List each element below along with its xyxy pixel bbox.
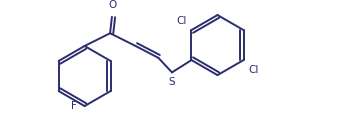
Text: Cl: Cl bbox=[248, 65, 258, 75]
Text: Cl: Cl bbox=[177, 15, 187, 25]
Text: O: O bbox=[109, 0, 117, 10]
Text: F: F bbox=[71, 101, 77, 111]
Text: S: S bbox=[169, 77, 175, 87]
